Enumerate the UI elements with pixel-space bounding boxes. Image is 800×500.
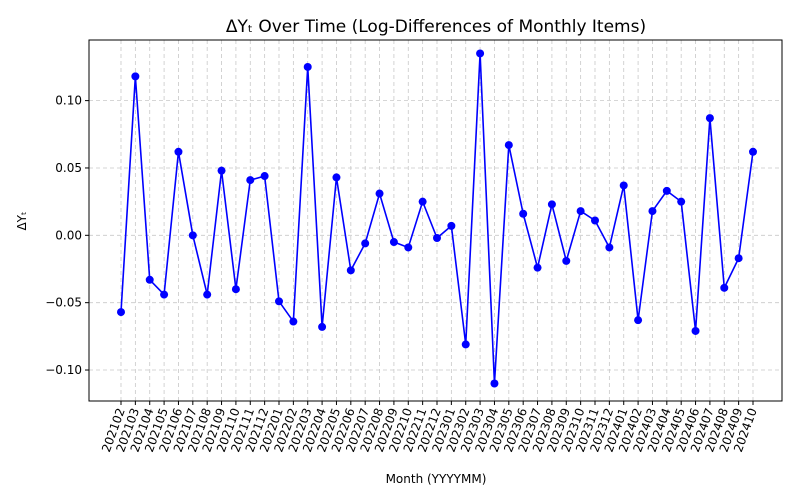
data-point xyxy=(160,290,169,299)
data-point xyxy=(605,243,614,252)
data-point xyxy=(404,243,413,252)
data-point xyxy=(375,189,384,198)
data-point xyxy=(504,141,513,150)
data-point xyxy=(260,172,269,181)
data-point xyxy=(619,181,628,190)
data-point xyxy=(591,216,599,225)
data-point xyxy=(217,166,226,175)
data-point xyxy=(346,266,355,275)
data-point xyxy=(188,231,197,240)
data-point xyxy=(734,254,743,263)
y-tick-label: 0.00 xyxy=(55,228,82,242)
y-tick-label: 0.05 xyxy=(55,161,82,175)
data-point xyxy=(519,209,528,218)
data-point xyxy=(145,275,154,284)
data-point xyxy=(533,263,542,272)
data-point xyxy=(447,221,456,230)
data-point xyxy=(231,285,240,294)
data-point xyxy=(117,308,125,317)
y-tick-label: −0.10 xyxy=(45,363,82,377)
data-point xyxy=(634,316,643,325)
x-axis: 2021022021032021042021052021062021072021… xyxy=(99,401,760,454)
x-axis-label: Month (YYYYMM) xyxy=(386,472,487,486)
data-point xyxy=(203,290,212,299)
data-point xyxy=(720,283,729,292)
data-point xyxy=(289,317,298,326)
data-point xyxy=(562,256,571,265)
data-point xyxy=(691,326,700,335)
data-point xyxy=(705,114,714,123)
y-tick-label: −0.05 xyxy=(45,296,82,310)
data-point xyxy=(749,147,757,156)
data-point xyxy=(662,186,671,195)
data-point xyxy=(490,379,499,388)
data-point xyxy=(131,72,140,81)
plot-layer xyxy=(117,49,757,388)
data-point xyxy=(433,234,441,243)
data-point xyxy=(389,238,398,247)
y-axis-label: ΔYₜ xyxy=(15,211,29,230)
data-point xyxy=(246,176,255,185)
data-point xyxy=(275,297,283,306)
data-point xyxy=(677,197,686,206)
data-point xyxy=(174,147,183,156)
chart-title: ΔYₜ Over Time (Log-Differences of Monthl… xyxy=(226,17,646,37)
data-point xyxy=(648,207,657,216)
data-point xyxy=(576,207,585,216)
grid-layer xyxy=(89,40,782,401)
data-point xyxy=(418,197,427,206)
data-point xyxy=(332,173,341,182)
y-axis: 0.10 0.05 0.00 −0.05 −0.10 xyxy=(45,94,89,377)
data-point xyxy=(361,239,370,248)
data-point xyxy=(461,340,470,349)
data-point xyxy=(303,62,312,71)
data-point xyxy=(547,200,556,209)
data-point xyxy=(318,322,327,331)
data-point xyxy=(476,49,485,58)
y-tick-label: 0.10 xyxy=(55,94,82,108)
plot-frame xyxy=(88,39,783,402)
